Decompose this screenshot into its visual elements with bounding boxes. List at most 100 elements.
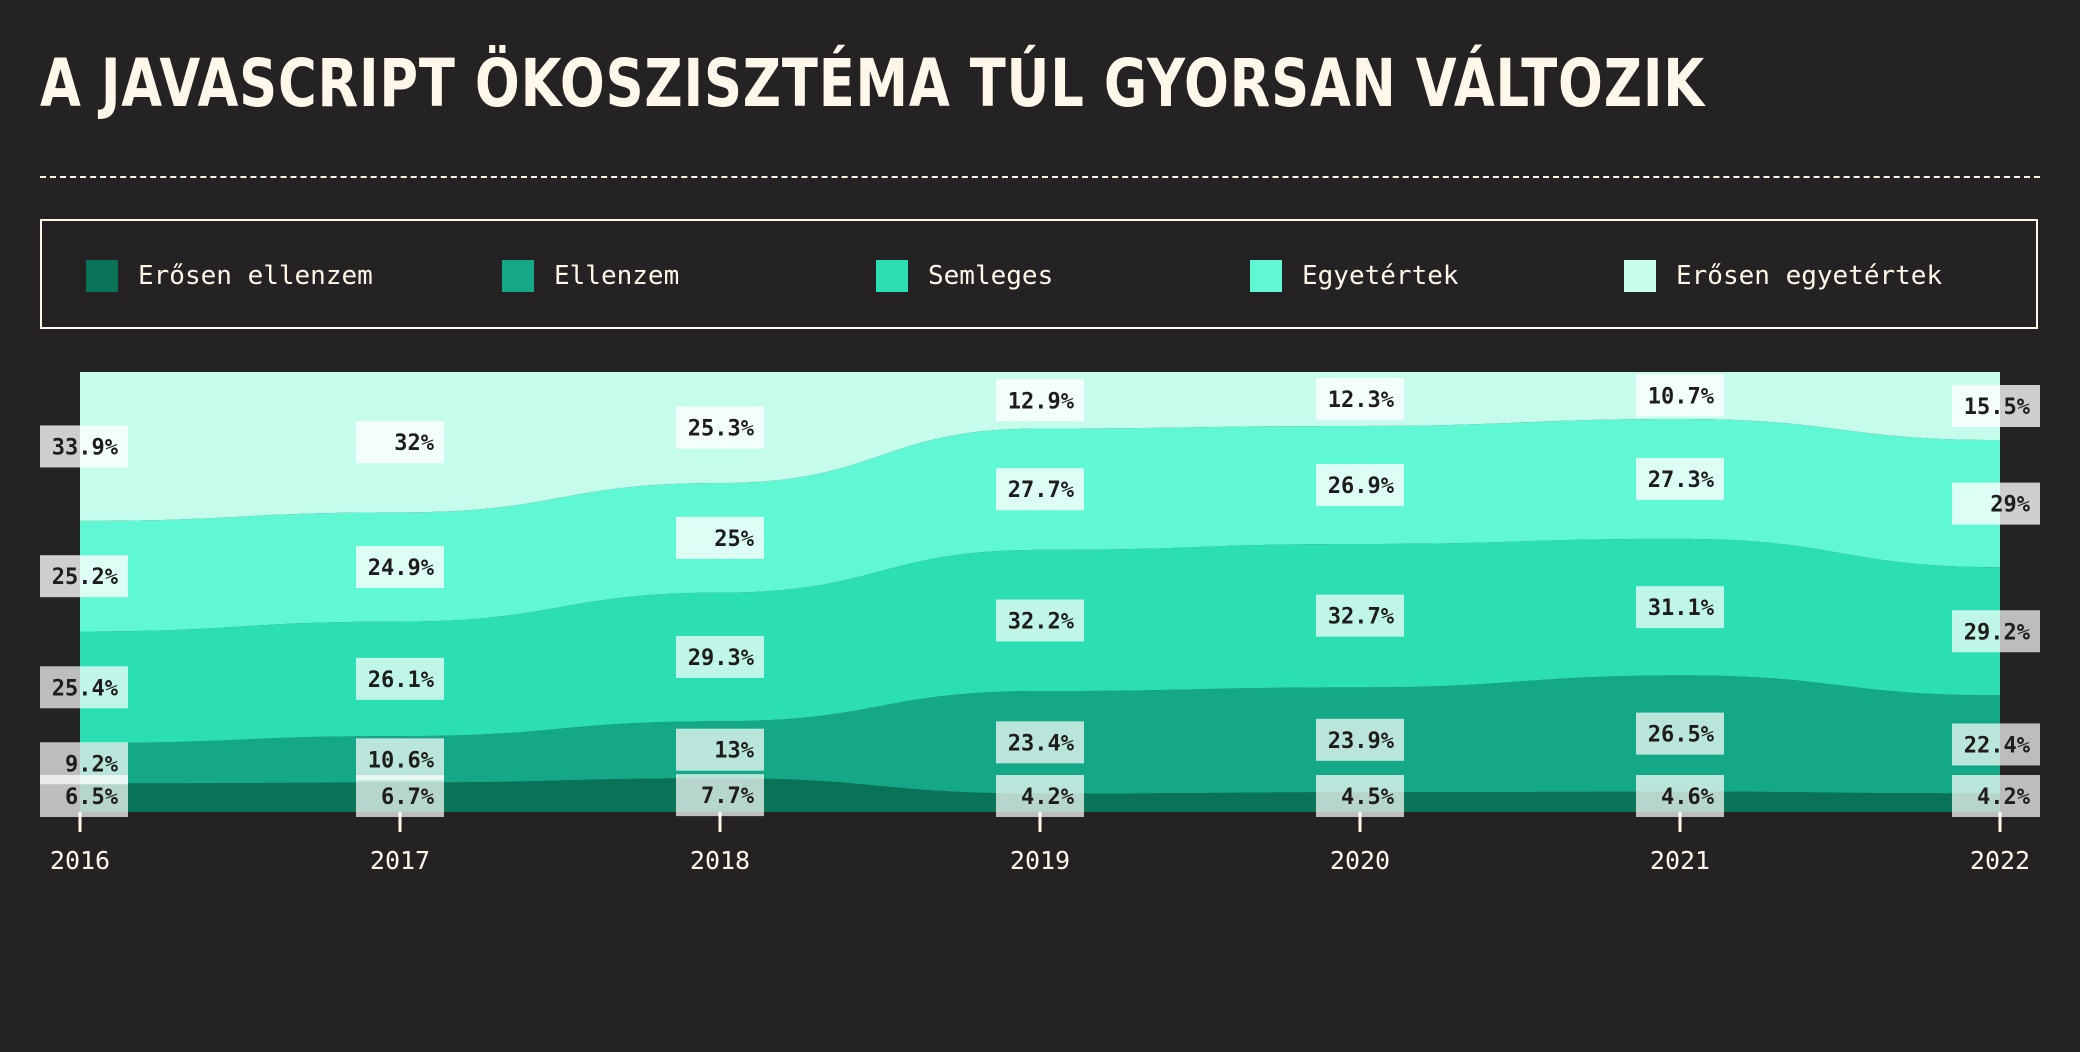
data-label-text: 12.3% bbox=[1328, 388, 1395, 413]
data-label-text: 4.6% bbox=[1661, 785, 1715, 810]
data-label-text: 13% bbox=[714, 739, 754, 764]
data-label-erosen-egyetertek-2020: 12.3% bbox=[1316, 377, 1404, 420]
data-label-ellenzem-2020: 23.9% bbox=[1316, 718, 1404, 761]
data-label-box bbox=[356, 657, 444, 700]
data-label-egyetertek-2020: 26.9% bbox=[1316, 463, 1404, 506]
x-tick-label-2022: 2022 bbox=[1970, 846, 2030, 875]
legend-item-neutral: Semleges bbox=[876, 260, 1054, 292]
data-label-text: 4.2% bbox=[1021, 785, 1075, 810]
data-label-box bbox=[676, 516, 764, 559]
data-label-text: 29.2% bbox=[1964, 620, 2031, 645]
data-label-box bbox=[40, 425, 128, 468]
data-label-box bbox=[676, 406, 764, 449]
data-label-egyetertek-2018: 25% bbox=[676, 516, 764, 559]
data-label-ellenzem-2022: 22.4% bbox=[1952, 723, 2040, 766]
data-label-box bbox=[356, 775, 444, 817]
legend-label-agree: Egyetértek bbox=[1302, 261, 1459, 291]
data-label-box bbox=[40, 742, 128, 785]
data-label-text: 27.3% bbox=[1648, 468, 1715, 493]
x-tick-label-2019: 2019 bbox=[1010, 846, 1070, 875]
data-label-text: 15.5% bbox=[1964, 395, 2031, 420]
data-label-ellenzem-2018: 13% bbox=[676, 728, 764, 771]
data-label-semleges-2017: 26.1% bbox=[356, 657, 444, 700]
data-label-box bbox=[40, 555, 128, 598]
chart-title: A JAVASCRIPT ÖKOSZISZTÉMA TÚL GYORSAN VÁ… bbox=[40, 45, 1705, 122]
data-label-box bbox=[1316, 775, 1404, 817]
title-divider bbox=[40, 176, 2040, 178]
data-label-text: 9.2% bbox=[65, 752, 119, 777]
data-label-box bbox=[1952, 384, 2040, 427]
data-label-box bbox=[996, 721, 1084, 764]
data-label-erosen-ellenzem-2022: 4.2% bbox=[1952, 775, 2040, 817]
data-label-box bbox=[1952, 610, 2040, 653]
legend-swatch-strongly-agree bbox=[1624, 260, 1656, 292]
legend-item-disagree: Ellenzem bbox=[502, 260, 679, 292]
data-label-erosen-egyetertek-2021: 10.7% bbox=[1636, 374, 1724, 417]
data-label-text: 10.6% bbox=[368, 748, 435, 773]
data-label-egyetertek-2019: 27.7% bbox=[996, 468, 1084, 511]
data-label-semleges-2018: 29.3% bbox=[676, 635, 764, 678]
data-label-text: 23.4% bbox=[1008, 731, 1075, 756]
data-label-egyetertek-2017: 24.9% bbox=[356, 545, 444, 588]
area-series-erosen-egyetertek bbox=[80, 372, 2000, 521]
data-label-box bbox=[996, 379, 1084, 422]
data-label-box bbox=[1316, 463, 1404, 506]
legend-label-neutral: Semleges bbox=[928, 261, 1054, 291]
data-label-text: 24.9% bbox=[368, 556, 435, 581]
data-label-text: 22.4% bbox=[1964, 733, 2031, 758]
data-label-egyetertek-2022: 29% bbox=[1952, 482, 2040, 525]
data-label-ellenzem-2016: 9.2% bbox=[40, 742, 128, 785]
data-label-egyetertek-2021: 27.3% bbox=[1636, 457, 1724, 500]
x-tick-label-2021: 2021 bbox=[1650, 846, 1710, 875]
legend-item-strongly-agree: Erősen egyetértek bbox=[1624, 260, 1942, 292]
data-label-egyetertek-2016: 25.2% bbox=[40, 555, 128, 598]
data-label-text: 32.7% bbox=[1328, 605, 1395, 630]
data-label-text: 26.5% bbox=[1648, 723, 1715, 748]
data-label-text: 33.9% bbox=[52, 435, 119, 460]
legend-label-strongly-disagree: Erősen ellenzem bbox=[138, 261, 373, 291]
data-label-box bbox=[356, 738, 444, 781]
x-axis: 2016 2017 2018 2019 2020 2021 2022 bbox=[50, 812, 2030, 875]
data-label-text: 29% bbox=[1990, 493, 2030, 518]
data-label-text: 4.5% bbox=[1341, 785, 1395, 810]
legend-item-strongly-disagree: Erősen ellenzem bbox=[86, 260, 373, 292]
data-label-text: 6.5% bbox=[65, 785, 119, 810]
data-label-text: 23.9% bbox=[1328, 729, 1395, 754]
data-label-text: 4.2% bbox=[1977, 785, 2031, 810]
data-label-box bbox=[1636, 586, 1724, 629]
data-label-erosen-ellenzem-2018: 7.7% bbox=[676, 774, 764, 817]
data-label-erosen-ellenzem-2021: 4.6% bbox=[1636, 775, 1724, 817]
data-label-semleges-2021: 31.1% bbox=[1636, 586, 1724, 629]
data-label-text: 29.3% bbox=[688, 646, 755, 671]
data-label-box bbox=[1636, 775, 1724, 817]
data-label-text: 6.7% bbox=[381, 785, 435, 810]
data-label-text: 7.7% bbox=[701, 784, 755, 809]
area-series-egyetertek bbox=[80, 418, 2000, 632]
data-label-text: 25.3% bbox=[688, 416, 755, 441]
x-tick-label-2018: 2018 bbox=[690, 846, 750, 875]
legend-swatch-disagree bbox=[502, 260, 534, 292]
legend-swatch-agree bbox=[1250, 260, 1282, 292]
data-label-box bbox=[1316, 377, 1404, 420]
legend-swatch-neutral bbox=[876, 260, 908, 292]
data-label-box bbox=[676, 774, 764, 817]
data-label-ellenzem-2019: 23.4% bbox=[996, 721, 1084, 764]
data-label-box bbox=[1952, 482, 2040, 525]
data-label-text: 31.1% bbox=[1648, 596, 1715, 621]
data-label-erosen-egyetertek-2018: 25.3% bbox=[676, 406, 764, 449]
data-label-box bbox=[1636, 712, 1724, 755]
x-tick-label-2020: 2020 bbox=[1330, 846, 1390, 875]
data-label-text: 25.4% bbox=[52, 676, 119, 701]
data-label-semleges-2020: 32.7% bbox=[1316, 594, 1404, 637]
data-label-text: 10.7% bbox=[1648, 384, 1715, 409]
data-label-erosen-ellenzem-2020: 4.5% bbox=[1316, 775, 1404, 817]
data-label-box bbox=[1636, 374, 1724, 417]
data-label-semleges-2016: 25.4% bbox=[40, 666, 128, 709]
data-label-semleges-2019: 32.2% bbox=[996, 599, 1084, 642]
data-label-box bbox=[1952, 723, 2040, 766]
data-label-text: 26.1% bbox=[368, 668, 435, 693]
data-label-box bbox=[1952, 775, 2040, 817]
data-label-box bbox=[1316, 594, 1404, 637]
x-tick-label-2016: 2016 bbox=[50, 846, 110, 875]
